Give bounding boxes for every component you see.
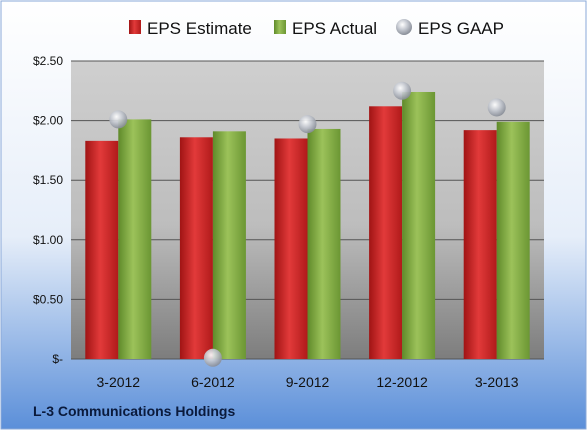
legend-swatch-eps-actual: [274, 20, 286, 34]
eps-actual-bar: [496, 121, 530, 360]
legend-swatch-eps-gaap: [396, 19, 412, 35]
y-tick-label: $2.50: [33, 54, 63, 68]
eps-gaap-point: [109, 110, 128, 129]
eps-gaap-point: [487, 98, 506, 117]
legend-label-eps-estimate: EPS Estimate: [147, 19, 252, 38]
legend-swatch-eps-estimate: [129, 20, 141, 34]
eps-actual-bar: [212, 131, 246, 359]
eps-gaap-point: [203, 348, 222, 367]
eps-estimate-bar: [179, 137, 213, 359]
eps-estimate-bar: [369, 106, 403, 360]
x-tick-label: 9-2012: [286, 374, 330, 390]
x-tick-label: 6-2012: [191, 374, 235, 390]
legend: EPS Estimate EPS Actual EPS GAAP: [129, 19, 504, 38]
y-tick-label: $0.50: [33, 292, 63, 306]
x-axis-ticks: 3-2012 6-2012 9-2012 12-2012 3-2013: [97, 374, 519, 390]
eps-gaap-point: [298, 115, 317, 134]
eps-estimate-bar: [274, 138, 308, 359]
eps-estimate-bar: [85, 140, 119, 359]
bars: [85, 91, 530, 360]
legend-label-eps-actual: EPS Actual: [292, 19, 377, 38]
eps-gaap-point: [393, 81, 412, 100]
y-axis-ticks: $- $0.50 $1.00 $1.50 $2.00 $2.50: [33, 54, 63, 366]
y-tick-label: $-: [52, 352, 63, 366]
y-tick-label: $1.50: [33, 173, 63, 187]
eps-estimate-bar: [463, 130, 497, 359]
y-tick-label: $2.00: [33, 114, 63, 128]
eps-actual-bar: [307, 128, 341, 359]
eps-actual-bar: [402, 91, 436, 359]
legend-label-eps-gaap: EPS GAAP: [418, 19, 504, 38]
x-tick-label: 12-2012: [376, 374, 428, 390]
y-tick-label: $1.00: [33, 233, 63, 247]
x-tick-label: 3-2013: [475, 374, 519, 390]
gaap-points: [109, 81, 506, 367]
x-tick-label: 3-2012: [97, 374, 141, 390]
company-name: L-3 Communications Holdings: [33, 403, 235, 419]
eps-actual-bar: [118, 119, 152, 360]
